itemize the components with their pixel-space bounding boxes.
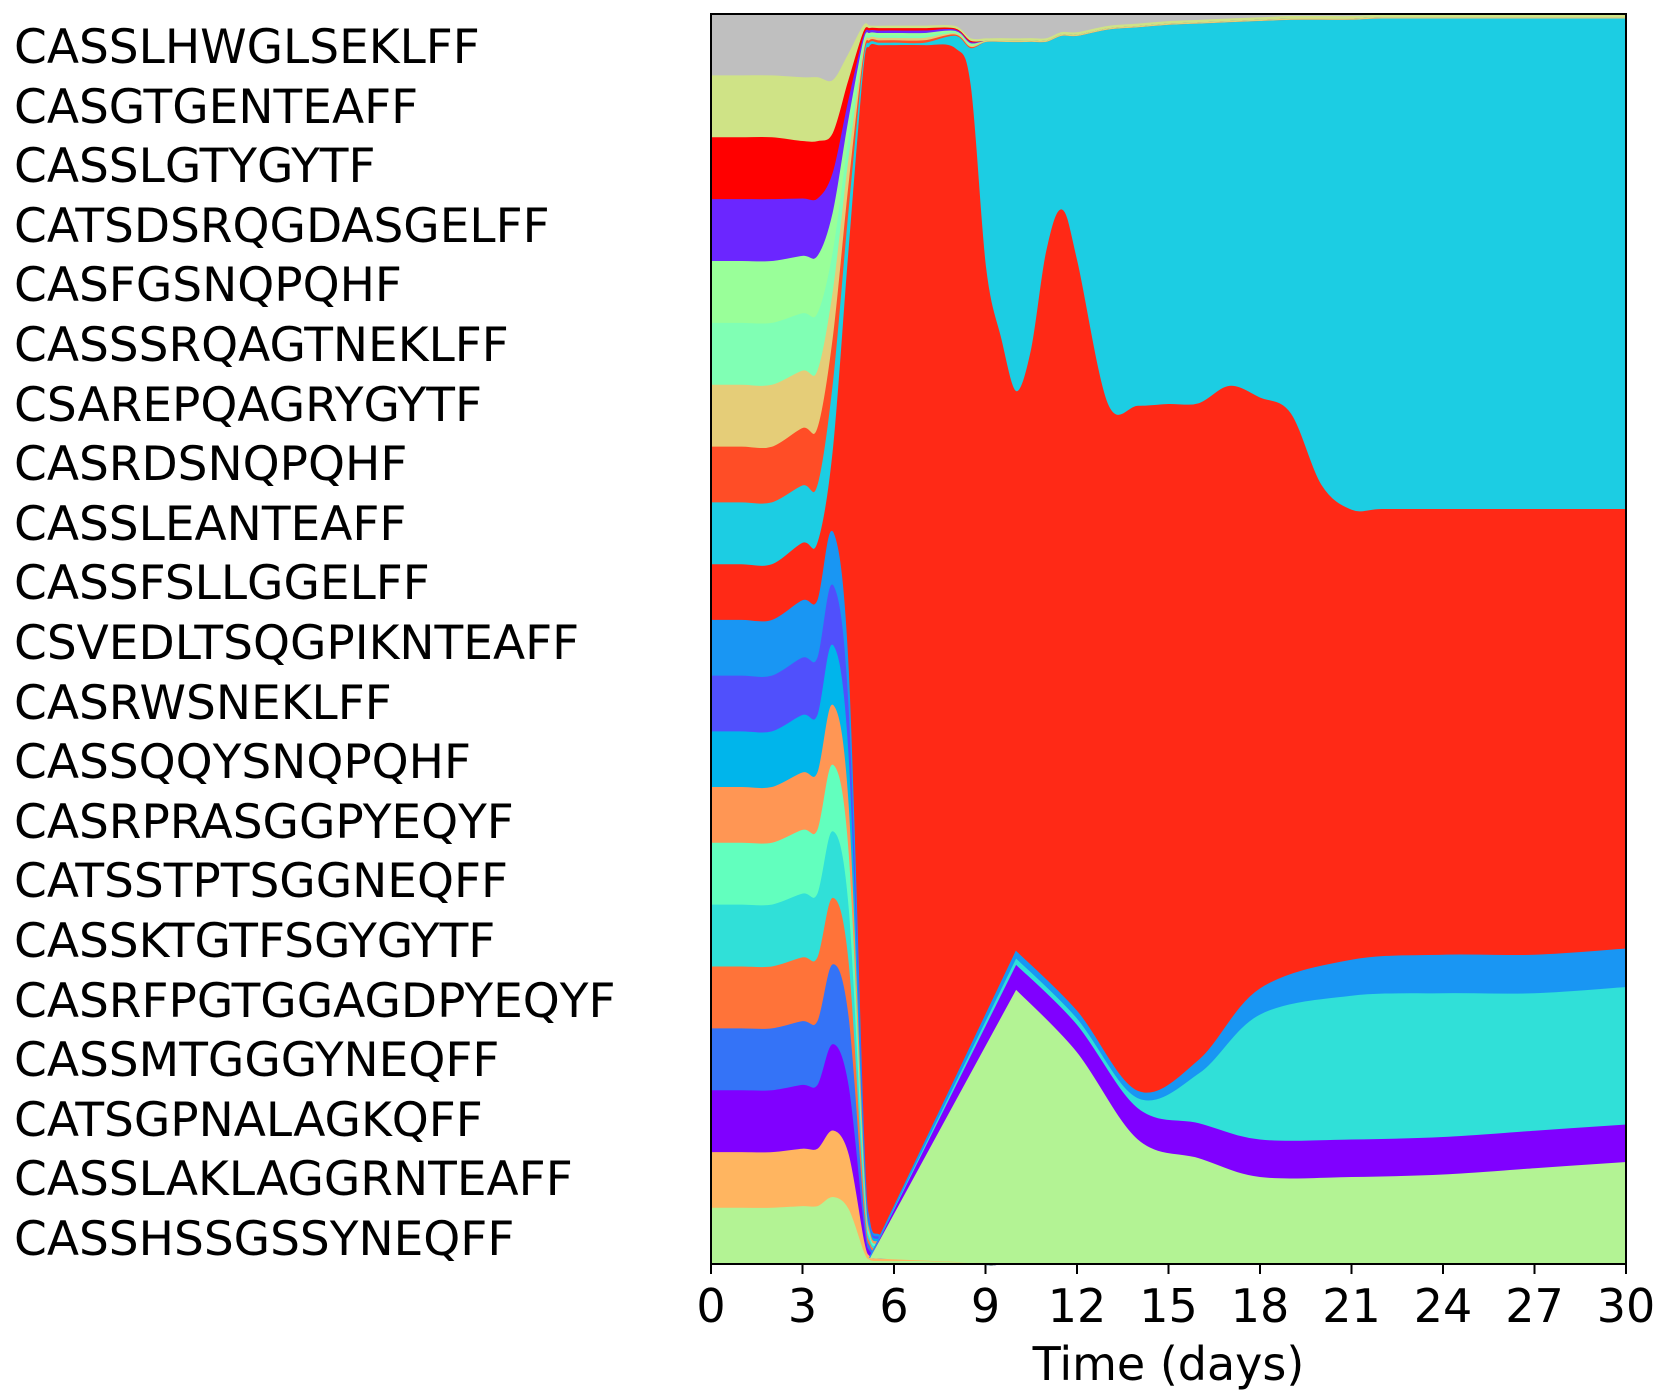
legend-label: CASSQQYSNQPQHF bbox=[14, 735, 472, 791]
legend-label: CSVEDLTSQGPIKNTEAFF bbox=[14, 616, 580, 671]
x-tick-label: 24 bbox=[1414, 1279, 1473, 1333]
x-tick-label: 6 bbox=[879, 1279, 908, 1333]
legend-label: CASSLGTYGYTF bbox=[14, 139, 376, 195]
legend-label: CASRPRASGGPYEQYF bbox=[14, 794, 514, 850]
legend-label: CASFGSNQPQHF bbox=[14, 258, 402, 314]
x-tick-label: 0 bbox=[696, 1279, 725, 1333]
legend-label: CASGTGENTEAFF bbox=[14, 79, 419, 135]
legend-label: CASSFSLLGGELFF bbox=[14, 556, 430, 612]
legend-label: CASRWSNEKLFF bbox=[14, 675, 392, 731]
x-tick-label: 30 bbox=[1597, 1279, 1656, 1333]
x-axis-ticks: 0 3 6 9 12 15 18 21 24 27 30 bbox=[696, 1264, 1655, 1333]
legend-label: CASSLEANTEAFF bbox=[14, 496, 407, 552]
legend-label: CATSSTPTSGGNEQFF bbox=[14, 854, 509, 910]
x-tick-label: 18 bbox=[1231, 1279, 1290, 1333]
legend-label: CATSGPNALAGKQFF bbox=[14, 1092, 483, 1148]
legend-label: CASSLAKLAGGRNTEAFF bbox=[14, 1152, 573, 1208]
x-tick-label: 3 bbox=[788, 1279, 817, 1333]
x-tick-label: 15 bbox=[1139, 1279, 1198, 1333]
legend-label: CASSKTGTFSGYGYTF bbox=[14, 914, 496, 969]
area-layers bbox=[710, 13, 1627, 1266]
legend-label: CASSMTGGGYNEQFF bbox=[14, 1033, 500, 1089]
legend-label: CASSHSSGSSYNEQFF bbox=[14, 1212, 515, 1267]
legend-labels: CASSLHWGLSEKLFF CASGTGENTEAFF CASSLGTYGYTF… bbox=[0, 0, 700, 1396]
x-tick-label: 21 bbox=[1322, 1279, 1381, 1333]
legend-label: CSAREPQAGRYGYTF bbox=[14, 377, 483, 433]
x-tick-label: 12 bbox=[1048, 1279, 1107, 1333]
legend-label: CASRFPGTGGAGDPYEQYF bbox=[14, 973, 616, 1029]
x-tick-label: 27 bbox=[1505, 1279, 1564, 1333]
legend-label: CATSDSRQGDASGELFF bbox=[14, 198, 550, 254]
x-axis-label: Time (days) bbox=[1032, 1337, 1305, 1391]
legend-label: CASRDSNQPQHF bbox=[14, 437, 408, 493]
legend-label: CASSLHWGLSEKLFF bbox=[14, 20, 480, 75]
legend-label: CASSSRQAGTNEKLFF bbox=[14, 318, 509, 373]
x-tick-label: 9 bbox=[971, 1279, 1000, 1333]
